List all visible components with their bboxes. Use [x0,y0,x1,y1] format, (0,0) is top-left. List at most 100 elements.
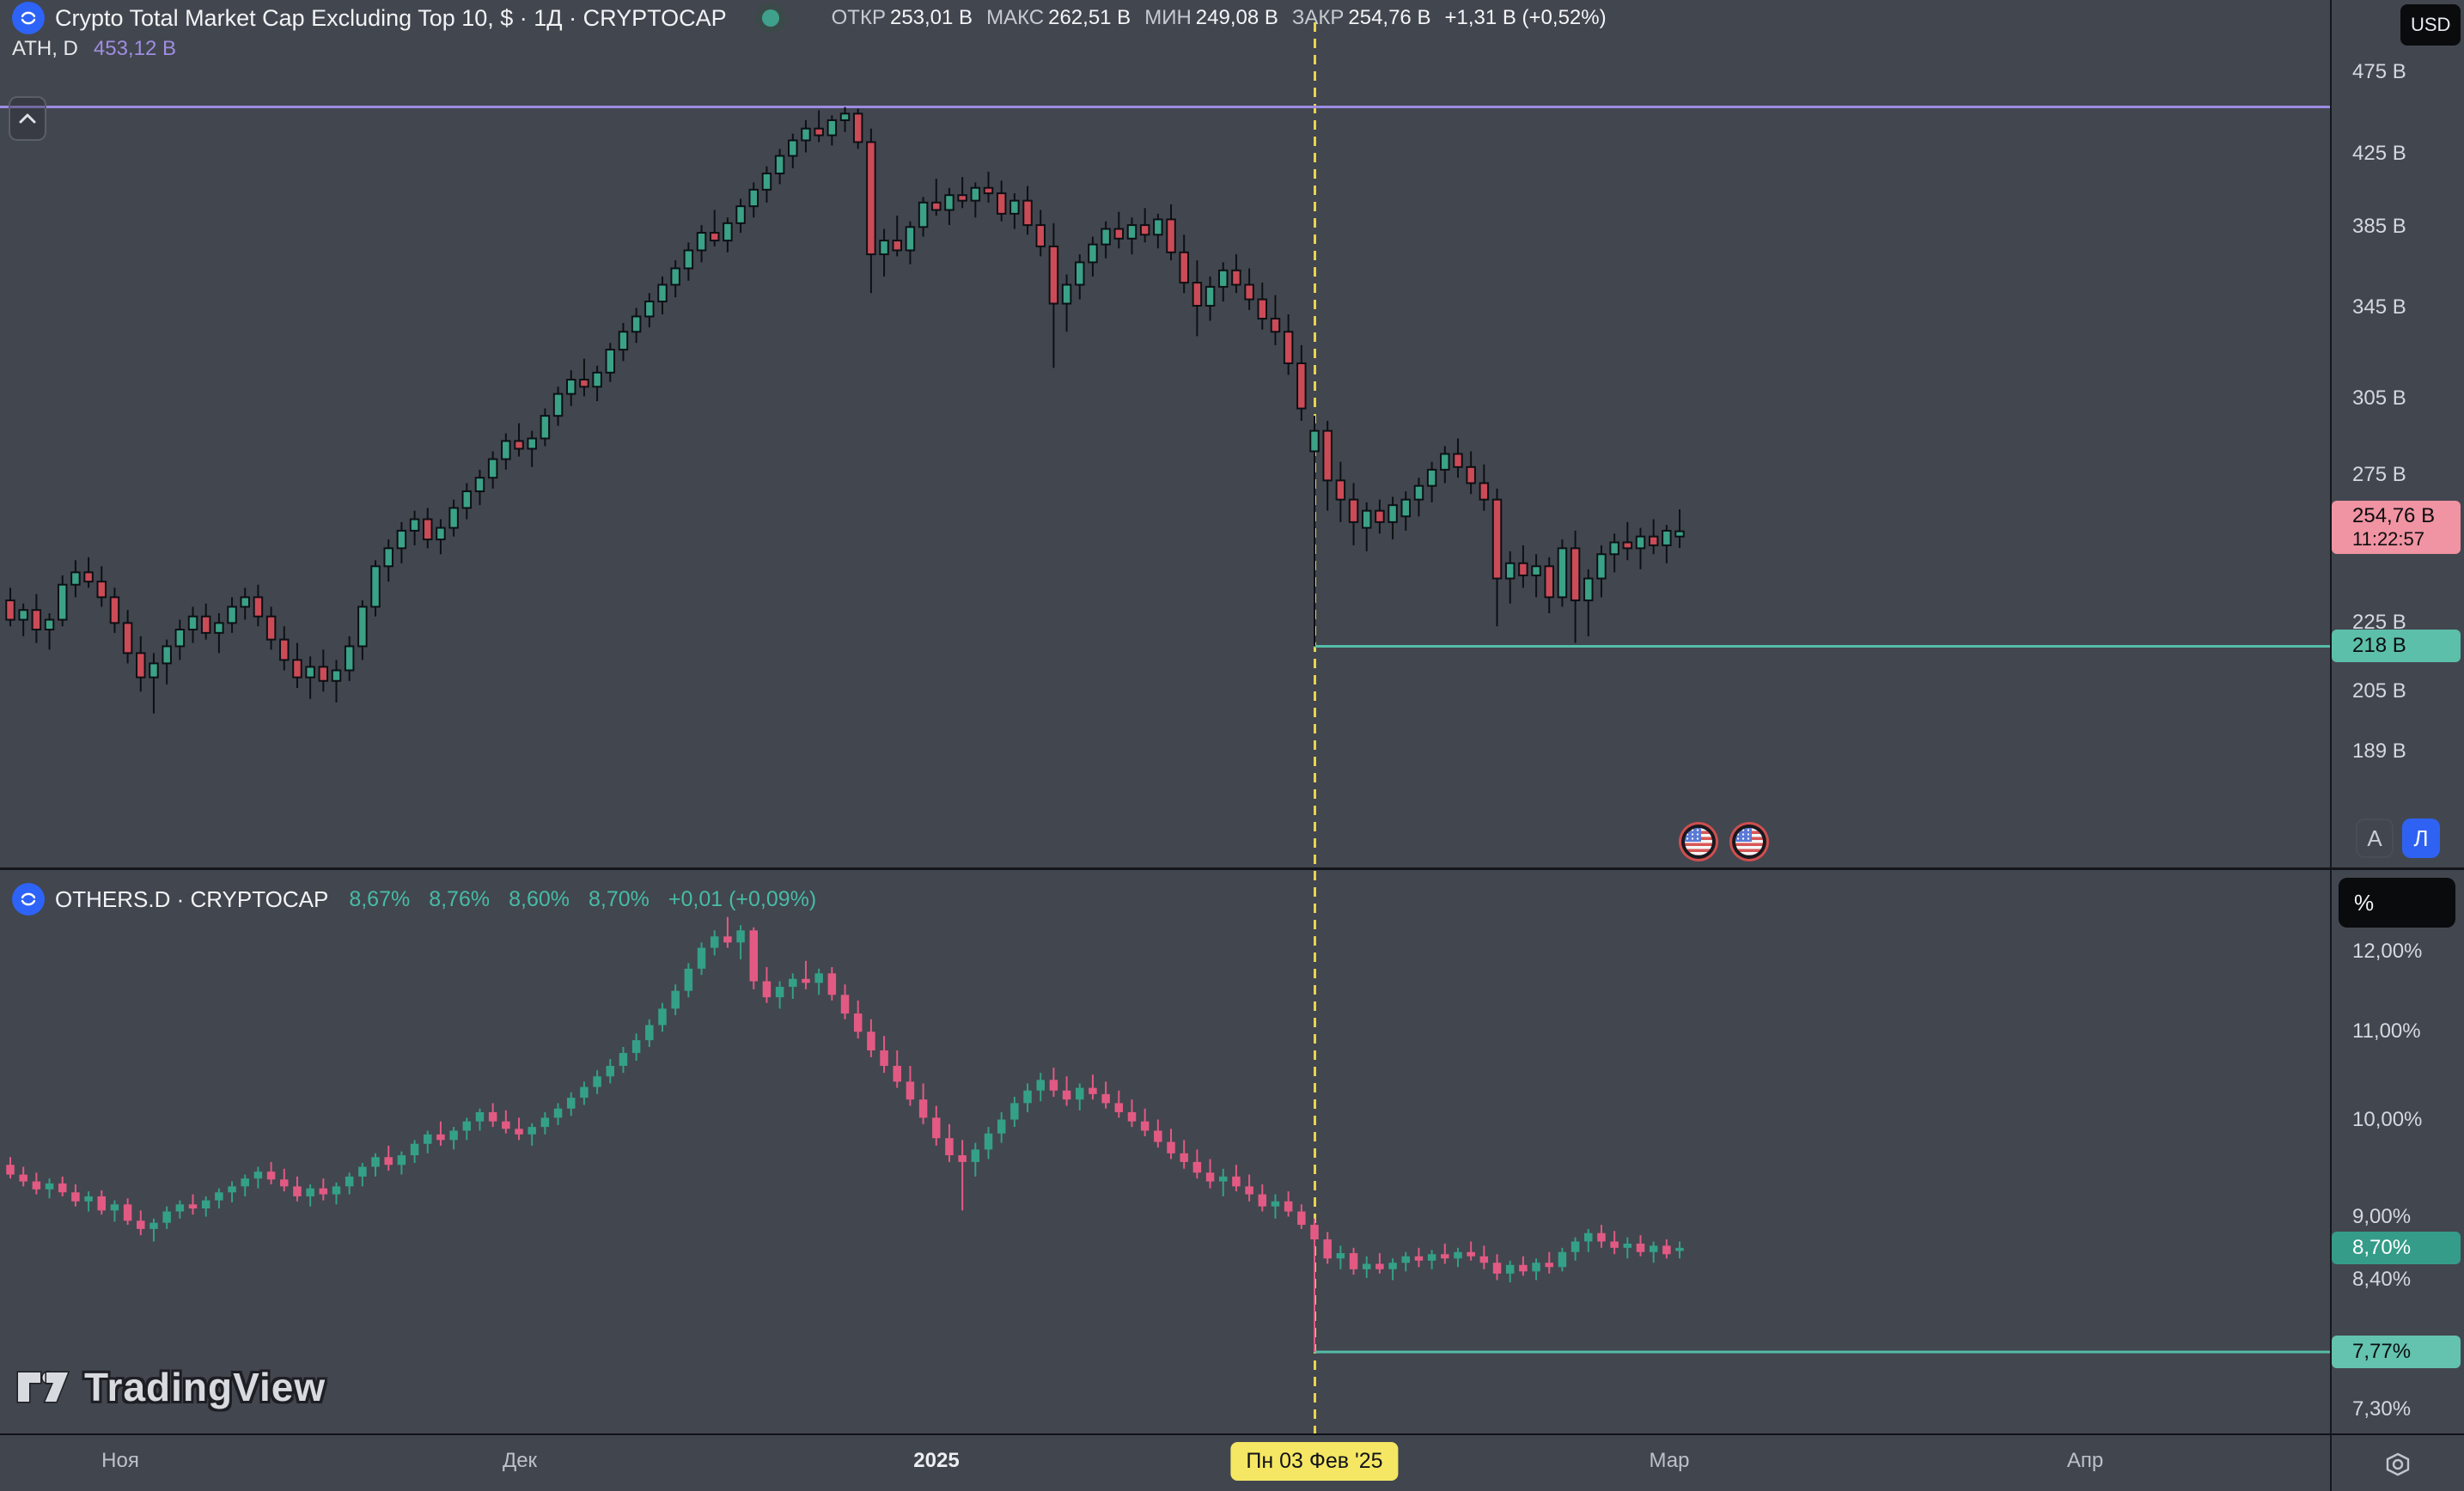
candle [137,1220,145,1229]
candle [83,571,94,583]
candle [631,315,642,333]
bar-countdown: 11:22:57 [2352,527,2425,550]
time-tick: 2025 [913,1449,960,1472]
candle [840,995,850,1014]
currency-dropdown[interactable]: USD [2400,4,2461,46]
candle [58,1183,67,1193]
candle [474,477,485,493]
candle [1401,1256,1411,1263]
candle [96,581,107,599]
candle [32,1181,41,1190]
candle [502,1121,510,1129]
candle [1075,261,1085,286]
candle [370,565,381,608]
candle [1454,1251,1462,1259]
candle [527,437,537,450]
symbol-title-others[interactable]: OTHERS.D · CRYPTOCAP [55,885,329,912]
candle [1036,1080,1045,1091]
price-tick: 12,00% [2352,940,2423,963]
candle [723,222,733,242]
market-status-icon[interactable] [755,3,785,33]
candle [1009,199,1020,215]
indicator-name[interactable]: ATH, D [12,37,78,60]
candle [357,606,368,648]
others-change: +0,01 (+0,09%) [668,886,817,911]
auto-scale-button[interactable]: А [2356,819,2394,858]
candle [1479,482,1490,501]
candle [331,669,342,682]
candle [18,609,28,621]
candle [1180,1153,1188,1162]
log-scale-button[interactable]: Л [2402,819,2440,858]
candle [410,1143,419,1156]
candle [292,659,302,679]
candle [1167,1141,1175,1153]
candle [880,1050,888,1067]
candle [1101,1093,1110,1104]
candle [944,194,954,211]
candle [1570,547,1581,602]
price-tick: 9,00% [2352,1204,2412,1228]
candle [1426,468,1437,487]
candle [775,986,784,998]
candle [1336,1253,1345,1259]
candle [1348,498,1359,523]
price-tick: 385 B [2352,215,2406,239]
candle [997,1119,1006,1134]
candle [371,1157,380,1167]
candlestick-chart-marketcap[interactable] [0,0,2330,869]
candlestick-chart-dominance[interactable] [0,869,2330,1433]
candle [449,1130,458,1141]
candle [1558,1251,1567,1268]
candle [1636,1243,1645,1252]
axis-settings-gear-icon[interactable] [2382,1449,2413,1480]
tradingview-logo-icon [16,1371,70,1403]
candle [1270,317,1281,333]
candle [1232,1176,1241,1187]
symbol-title[interactable]: Crypto Total Market Cap Excluding Top 10… [55,4,727,31]
candle [905,226,916,252]
time-axis[interactable]: Ноя Дек 2025 Мар Апр Пн 03 Фев '25 [0,1433,2464,1491]
candle [122,622,133,654]
candle [853,1013,863,1032]
price-tick: 10,00% [2352,1107,2423,1131]
candle [762,981,772,998]
candle [971,1149,980,1162]
candle [1635,535,1646,550]
candle [266,1172,276,1180]
candle [293,1186,302,1196]
candle [852,113,863,143]
candle [528,1127,536,1135]
us-flag-event-icon[interactable] [1729,822,1769,861]
candle [1388,504,1398,523]
candle [345,1176,354,1187]
candle [1179,251,1189,284]
candle [187,615,198,631]
candle [344,645,355,672]
candle [487,458,498,479]
candle [227,606,237,624]
candle [631,1040,641,1053]
candle [1258,1194,1267,1207]
pane-divider[interactable] [0,867,2464,870]
candle [1413,484,1424,501]
candle [958,1155,967,1162]
candle [1297,1211,1306,1226]
us-flag-event-icon[interactable] [1679,822,1718,861]
open-label: ОТКР [831,6,886,29]
candle [1323,1239,1332,1259]
candle [1271,1201,1280,1207]
time-tick: Мар [1649,1449,1690,1472]
candle [1492,1263,1502,1274]
candle [6,1165,15,1175]
candle [918,201,929,228]
candle [1192,1161,1202,1173]
pane-collapse-button[interactable] [9,96,46,141]
candle [540,1117,550,1128]
tradingview-watermark: TradingView [15,1364,326,1410]
percent-unit-button[interactable]: % [2339,878,2455,928]
candle [448,507,459,529]
time-tick: Ноя [101,1449,139,1472]
